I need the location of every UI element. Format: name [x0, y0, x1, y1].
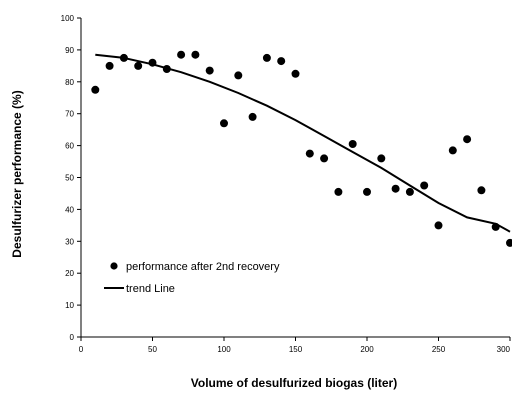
data-point	[391, 184, 400, 193]
data-point	[191, 50, 200, 59]
y-tick-label: 70	[65, 110, 74, 119]
x-tick-label: 300	[497, 345, 511, 354]
x-axis-label: Volume of desulfurized biogas (liter)	[191, 376, 397, 390]
data-point	[506, 238, 512, 247]
data-point	[291, 69, 300, 78]
x-tick-label: 100	[217, 345, 231, 354]
data-point	[162, 65, 171, 73]
data-point	[377, 154, 386, 163]
x-tick-label: 250	[432, 345, 446, 354]
data-point	[277, 57, 286, 66]
data-point	[105, 61, 114, 70]
data-point	[334, 187, 343, 196]
data-point	[220, 119, 228, 128]
data-point	[262, 53, 271, 62]
x-tick-label: 150	[289, 345, 303, 354]
y-tick-label: 90	[65, 46, 74, 55]
data-point	[148, 58, 157, 67]
legend-label-trend: trend Line	[126, 283, 175, 295]
data-point	[363, 187, 371, 196]
data-point	[248, 112, 257, 121]
y-tick-label: 40	[65, 205, 74, 214]
data-point	[463, 135, 472, 144]
data-point	[320, 154, 329, 163]
legend-marker-points	[110, 262, 118, 270]
data-point	[348, 140, 357, 148]
data-point	[119, 53, 128, 62]
data-points	[91, 50, 512, 247]
y-tick-label: 0	[70, 333, 75, 342]
y-tick-label: 30	[65, 237, 74, 246]
y-tick-label: 50	[65, 174, 74, 183]
y-tick-label: 10	[65, 301, 74, 310]
y-tick-label: 100	[61, 14, 75, 23]
data-point	[91, 85, 100, 94]
x-tick-label: 50	[148, 345, 157, 354]
data-point	[134, 61, 143, 70]
trend-line-layer	[95, 53, 511, 233]
y-tick-label: 20	[65, 269, 74, 278]
legend: performance after 2nd recovery trend Lin…	[104, 261, 280, 295]
data-point	[448, 146, 457, 155]
legend-label-points: performance after 2nd recovery	[126, 261, 280, 273]
axes	[77, 17, 511, 341]
data-point	[434, 221, 443, 230]
data-point	[205, 66, 214, 75]
tick-labels: 0 10 20 30 40 50 60 70 80 90 100 0 50 100 150 200 250 300	[61, 14, 511, 354]
data-point	[420, 181, 429, 190]
x-tick-label: 200	[360, 345, 374, 354]
data-point	[234, 71, 243, 80]
data-point	[305, 149, 314, 158]
y-tick-label: 80	[65, 78, 74, 87]
x-tick-label: 0	[79, 345, 84, 354]
y-tick-label: 60	[65, 142, 74, 151]
data-point	[177, 50, 186, 59]
y-axis-label: Desulfurizer performance (%)	[10, 90, 24, 257]
trend-line	[95, 53, 511, 233]
data-point	[491, 222, 500, 231]
data-point	[405, 187, 414, 196]
data-point	[477, 186, 486, 195]
